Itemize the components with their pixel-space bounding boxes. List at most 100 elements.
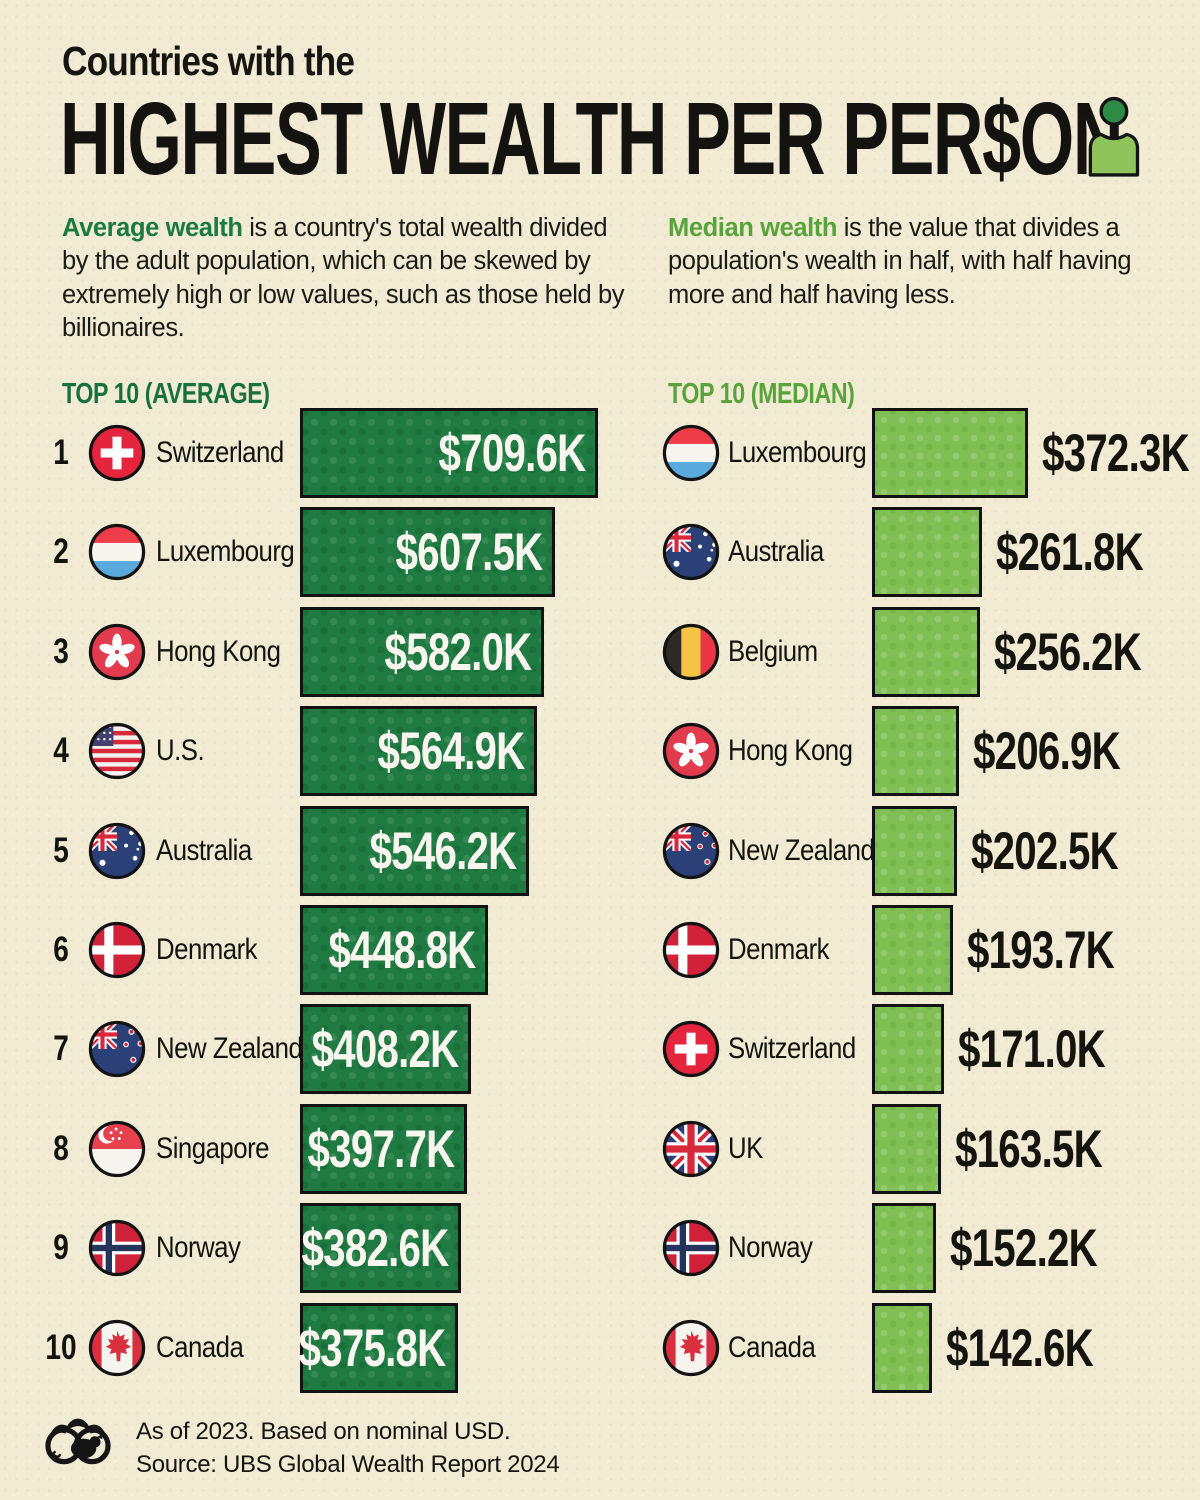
average-chart-row: 8 Singapore $397.7K <box>0 1104 1200 1194</box>
average-value-bar: $408.2K <box>300 1004 471 1094</box>
value-label: $171.0K <box>958 1019 1106 1079</box>
rank-label: 8 <box>53 1129 69 1168</box>
average-value-bar: $607.5K <box>300 507 555 597</box>
average-value-bar: $546.2K <box>300 806 529 896</box>
flag-canada <box>662 1319 720 1377</box>
average-definition: Average wealth is a country's total weal… <box>62 212 637 346</box>
median-definition-text: is the value that divides a population's… <box>668 214 1132 309</box>
country-label: Australia <box>728 535 824 568</box>
median-definition-lead: Median wealth <box>668 214 838 242</box>
median-value-bar <box>872 905 953 995</box>
flag-belgium <box>662 623 720 681</box>
average-chart-row: 6 Denmark $448.8K <box>0 905 1200 995</box>
footnote: As of 2023. Based on nominal USD. Source… <box>136 1416 560 1481</box>
value-label: $256.2K <box>994 622 1142 682</box>
average-definition-text: is a country's total wealth divided by t… <box>62 214 625 343</box>
average-value-bar: $564.9K <box>300 706 537 796</box>
country-label: Switzerland <box>728 1032 856 1065</box>
flag-denmark <box>662 921 720 979</box>
flag-denmark <box>88 921 146 979</box>
country-label: Denmark <box>156 933 258 966</box>
median-value-bar <box>872 607 980 697</box>
average-chart-row: 3 Hong Kong $582.0K <box>0 607 1200 697</box>
flag-singapore <box>88 1120 146 1178</box>
average-value-bar: $382.6K <box>300 1203 461 1293</box>
value-label: $193.7K <box>967 920 1115 980</box>
flag-switzerland <box>662 1020 720 1078</box>
average-chart-heading: TOP 10 (AVERAGE) <box>62 378 270 410</box>
average-chart-row: 1 Switzerland $709.6K <box>0 408 1200 498</box>
median-value-bar <box>872 806 957 896</box>
median-chart-row: Norway $152.2K <box>0 1203 1200 1293</box>
average-value-bar: $582.0K <box>300 607 544 697</box>
average-chart-row: 10 Canada $375.8K <box>0 1303 1200 1393</box>
country-label: Canada <box>156 1331 244 1364</box>
average-chart-row: 5 Australia $546.2K <box>0 806 1200 896</box>
value-label: $142.6K <box>946 1318 1094 1378</box>
rank-label: 6 <box>53 930 69 969</box>
country-label: New Zealand <box>728 834 875 867</box>
page-title: HIGHEST WEALTH PER PER$ON <box>60 80 1200 198</box>
average-chart-row: 4 U.S. $564.9K <box>0 706 1200 796</box>
flag-us <box>88 722 146 780</box>
country-label: Switzerland <box>156 436 284 469</box>
flag-canada <box>88 1319 146 1377</box>
kicker-title-text: Countries with the <box>62 38 355 84</box>
country-label: Norway <box>156 1231 241 1264</box>
country-label: Hong Kong <box>156 635 281 668</box>
flag-luxembourg <box>88 523 146 581</box>
value-label: $372.3K <box>1042 423 1190 483</box>
average-chart-row: 2 Luxembourg $607.5K <box>0 507 1200 597</box>
median-value-bar <box>872 706 959 796</box>
country-label: U.S. <box>156 734 205 767</box>
average-definition-lead: Average wealth <box>62 214 243 242</box>
flag-norway <box>88 1219 146 1277</box>
average-value-bar: $375.8K <box>298 1303 458 1393</box>
median-definition: Median wealth is the value that divides … <box>668 212 1146 312</box>
footnote-source: Source: UBS Global Wealth Report 2024 <box>136 1450 560 1478</box>
value-label: $709.6K <box>438 423 586 483</box>
rank-label: 3 <box>53 632 69 671</box>
flag-uk <box>662 1120 720 1178</box>
value-label: $163.5K <box>955 1119 1103 1179</box>
rank-label: 10 <box>45 1328 77 1367</box>
flag-switzerland <box>88 424 146 482</box>
country-label: Belgium <box>728 635 818 668</box>
value-label: $261.8K <box>996 522 1144 582</box>
median-value-bar <box>872 1104 941 1194</box>
average-chart-row: 7 New Zealand $408.2K <box>0 1004 1200 1094</box>
value-label: $408.2K <box>311 1019 459 1079</box>
average-chart-row: 9 Norway $382.6K <box>0 1203 1200 1293</box>
median-chart-row: New Zealand $202.5K <box>0 806 1200 896</box>
flag-hongkong <box>662 722 720 780</box>
rank-label: 2 <box>53 532 69 571</box>
median-chart-row: Denmark $193.7K <box>0 905 1200 995</box>
country-label: Australia <box>156 834 252 867</box>
country-label: Hong Kong <box>728 734 853 767</box>
value-label: $397.7K <box>307 1119 455 1179</box>
flag-newzealand <box>88 1020 146 1078</box>
median-value-bar <box>872 507 982 597</box>
average-value-bar: $709.6K <box>300 408 598 498</box>
value-label: $546.2K <box>369 821 517 881</box>
country-label: Singapore <box>156 1132 269 1165</box>
average-value-bar: $397.7K <box>300 1104 467 1194</box>
value-label: $448.8K <box>328 920 476 980</box>
rank-label: 9 <box>53 1228 69 1267</box>
flag-newzealand <box>662 822 720 880</box>
rank-label: 4 <box>53 731 69 770</box>
median-chart-row: Belgium $256.2K <box>0 607 1200 697</box>
country-label: New Zealand <box>156 1032 303 1065</box>
median-chart-row: Australia $261.8K <box>0 507 1200 597</box>
rank-label: 1 <box>53 433 69 472</box>
flag-hongkong <box>88 623 146 681</box>
value-label: $564.9K <box>377 721 525 781</box>
country-label: Canada <box>728 1331 816 1364</box>
country-label: Norway <box>728 1231 813 1264</box>
value-label: $607.5K <box>395 522 543 582</box>
page-title-text: HIGHEST WEALTH PER PER$ON <box>60 81 1123 196</box>
value-label: $152.2K <box>950 1218 1098 1278</box>
country-label: Denmark <box>728 933 830 966</box>
